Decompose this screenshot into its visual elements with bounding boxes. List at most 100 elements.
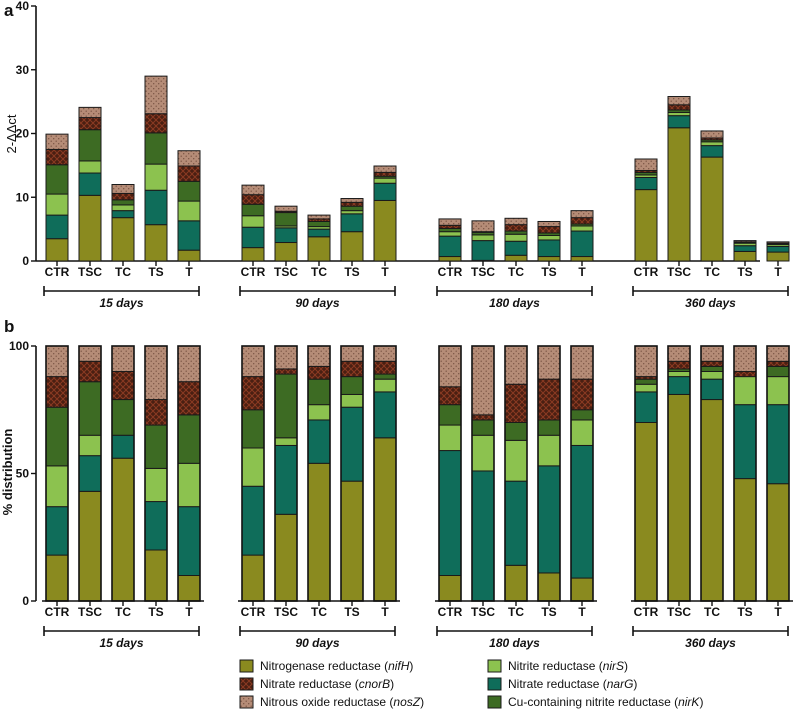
- bar-segment-nosZ: [700, 345, 724, 362]
- category-label: T: [381, 605, 389, 619]
- bar-segment-narG: [667, 115, 691, 129]
- bar-segment-nirK: [438, 404, 462, 426]
- bar-segment-nifH: [340, 231, 364, 262]
- bar-segment-nosZ: [144, 75, 168, 115]
- legend-swatch-narG: [487, 677, 502, 691]
- bar-segment-narG: [700, 378, 724, 401]
- bar-segment-cnorB: [144, 399, 168, 426]
- bar-segment-narG: [634, 391, 658, 423]
- bar-segment-nirK: [241, 203, 265, 217]
- bar-segment-nosZ: [537, 220, 561, 228]
- y-tick-label: 100: [9, 339, 29, 353]
- bar-segment-narG: [241, 485, 265, 556]
- legend-label-nifH: Nitrogenase reductase (nifH): [260, 659, 413, 673]
- bar-segment-nifH: [274, 242, 298, 262]
- bar-segment-cnorB: [504, 383, 528, 423]
- bar-segment-nifH: [241, 247, 265, 262]
- bar-segment-nirS: [471, 234, 495, 242]
- bar-segment-nirK: [340, 205, 364, 212]
- legend: Nitrogenase reductase (nifH) Nitrate redu…: [239, 659, 703, 709]
- bar-segment-cnorB: [307, 365, 331, 380]
- bar-segment-narG: [340, 213, 364, 233]
- bar-segment-nifH: [177, 249, 201, 262]
- bar-segment-narG: [733, 245, 757, 252]
- bar-segment-nosZ: [570, 210, 594, 219]
- bar-segment-narG: [471, 240, 495, 261]
- bar-segment-nirK: [241, 409, 265, 449]
- legend-swatch-nosZ: [239, 695, 254, 709]
- group-label: 360 days: [685, 296, 736, 310]
- bar-segment-narG: [144, 501, 168, 551]
- category-label: CTR: [241, 265, 266, 279]
- bar-segment-nirS: [307, 404, 331, 421]
- category-label: TSC: [471, 265, 495, 279]
- category-label: TSC: [667, 265, 691, 279]
- bar-segment-nirS: [700, 141, 724, 147]
- bar-segment-cnorB: [111, 192, 135, 201]
- category-label: CTR: [45, 265, 70, 279]
- category-label: TS: [541, 265, 556, 279]
- bar-segment-cnorB: [274, 368, 298, 375]
- y-tick-label: 20: [16, 127, 30, 141]
- bar-segment-nirK: [570, 409, 594, 421]
- y-tick-label: 0: [22, 594, 29, 608]
- bar-segment-nirK: [700, 365, 724, 372]
- panel-b-label: b: [4, 317, 14, 336]
- bar-segment-nosZ: [340, 198, 364, 203]
- y-tick-label: 10: [16, 190, 30, 204]
- bar-segment-nirK: [274, 212, 298, 227]
- y-tick-label: 0: [22, 254, 29, 268]
- category-label: TS: [344, 605, 359, 619]
- bar-segment-cnorB: [78, 117, 102, 131]
- bar-segment-narG: [373, 182, 397, 201]
- bar-segment-narG: [111, 434, 135, 459]
- category-label: TS: [148, 265, 163, 279]
- bar-segment-narG: [241, 226, 265, 249]
- group-label: 180 days: [489, 636, 540, 650]
- bar-segment-nifH: [307, 462, 331, 602]
- category-label: TC: [508, 605, 524, 619]
- bar-segment-cnorB: [340, 201, 364, 207]
- bar-segment-nirS: [111, 204, 135, 212]
- group-label: 360 days: [685, 636, 736, 650]
- bar-segment-nosZ: [274, 345, 298, 370]
- bar-segment-narG: [177, 506, 201, 576]
- bar-segment-nirK: [144, 424, 168, 469]
- bar-segment-nosZ: [307, 345, 331, 367]
- bar-segment-cnorB: [373, 171, 397, 177]
- bar-segment-nifH: [766, 251, 790, 262]
- bar-segment-cnorB: [700, 360, 724, 367]
- category-label: TC: [115, 265, 131, 279]
- bar-segment-nosZ: [111, 345, 135, 372]
- bar-segment-cnorB: [177, 165, 201, 182]
- bar-segment-nifH: [570, 256, 594, 262]
- bar-segment-nifH: [537, 256, 561, 262]
- bar-segment-narG: [504, 480, 528, 566]
- bar-segment-narG: [537, 239, 561, 258]
- bar-segment-narG: [274, 444, 298, 515]
- bar-segment-nirS: [274, 437, 298, 446]
- bar-segment-nifH: [700, 399, 724, 602]
- bar-segment-nifH: [667, 393, 691, 602]
- category-label: T: [381, 265, 389, 279]
- group-label: 15 days: [99, 296, 143, 310]
- category-label: T: [185, 265, 193, 279]
- y-tick-label: 30: [16, 63, 30, 77]
- bar-segment-nirK: [307, 220, 331, 228]
- bar-segment-cnorB: [241, 376, 265, 411]
- bar-segment-nirK: [471, 419, 495, 436]
- bar-segment-nirS: [733, 376, 757, 406]
- bar-segment-nifH: [45, 554, 69, 602]
- bar-segment-nirS: [241, 215, 265, 228]
- category-label: T: [774, 605, 782, 619]
- bar-segment-cnorB: [438, 386, 462, 406]
- bar-segment-nirK: [111, 399, 135, 436]
- panel-a-label: a: [4, 1, 14, 20]
- category-label: CTR: [241, 605, 266, 619]
- legend-swatch-nirS: [487, 659, 502, 673]
- bar-segment-nirS: [504, 439, 528, 482]
- bar-segment-nirS: [471, 434, 495, 472]
- bar-segment-nirS: [766, 376, 790, 406]
- bar-segment-nifH: [78, 490, 102, 602]
